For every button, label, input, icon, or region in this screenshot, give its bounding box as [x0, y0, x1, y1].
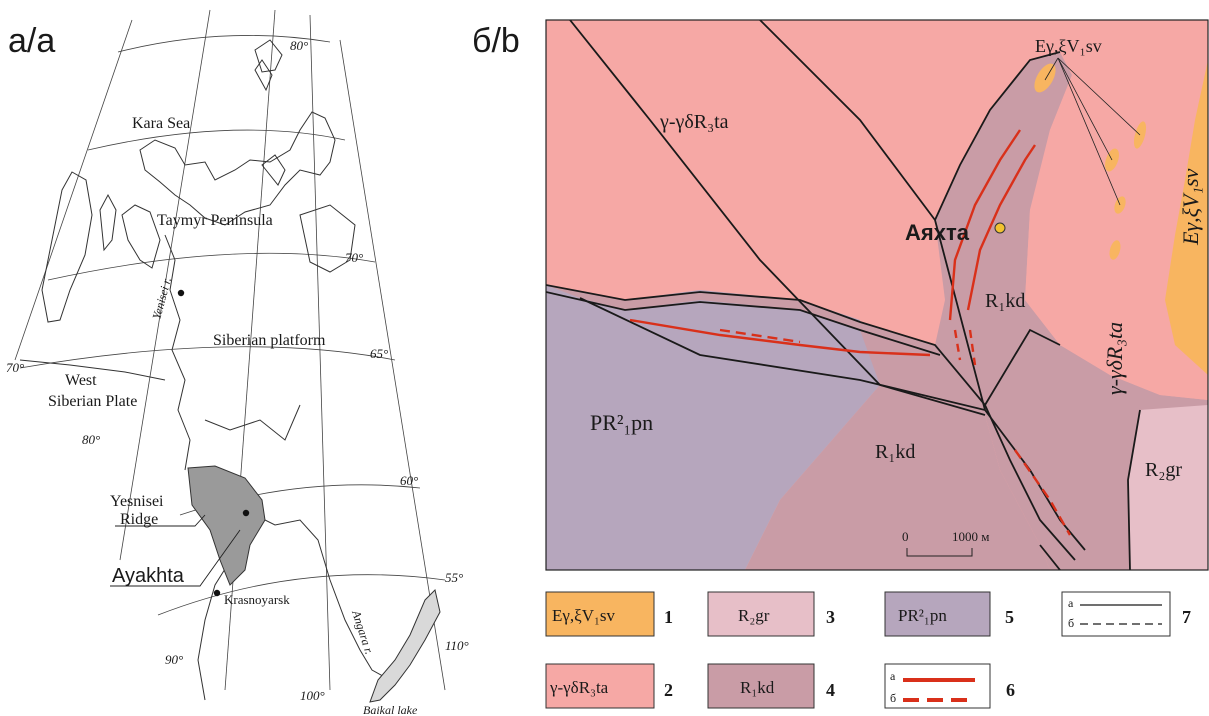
point-marker [177, 289, 185, 297]
west-siberian-label-2: Siberian Plate [48, 393, 137, 410]
legend-7-sub-b: б [1068, 616, 1074, 630]
baikal-lake-shape [369, 589, 441, 703]
unit-sv-area [1165, 60, 1208, 375]
legend-swatch-5 [884, 591, 991, 637]
lat-label-65: 65° [370, 346, 388, 361]
lat-label-60: 60° [400, 473, 418, 488]
legend-label-5: PR²₁pn [898, 606, 947, 625]
taymyr-label: Taymyr Peninsula [157, 212, 273, 229]
panel-a-label: а/a [8, 22, 55, 60]
legend-swatch-4 [707, 663, 815, 709]
label-ta-upper: γ-γδR₃ta [659, 111, 729, 133]
legend-swatch-3 [707, 591, 815, 637]
krasnoyarsk-label: Krasnoyarsk [224, 592, 290, 607]
graticule-labels: 80° 70° 65° 60° 55° 70° 80° 90° 100° 110… [6, 38, 469, 703]
legend-6-sub-a: а [890, 669, 896, 683]
lon-label-80: 80° [82, 432, 100, 447]
panel-b-label: б/b [472, 22, 520, 60]
lon-label-90: 90° [165, 652, 183, 667]
legend-label-3: R₂gr [738, 606, 770, 625]
label-pn: PR²₁pn [590, 410, 653, 435]
legend-number-5: 5 [1005, 607, 1014, 627]
legend-number-1: 1 [664, 607, 673, 627]
lat-label-70: 70° [345, 250, 363, 265]
unit-pn-area [546, 285, 880, 570]
label-sv-right: Eγ,ξV₁sv [1178, 168, 1203, 246]
legend-label-1: Eγ,ξV₁sv [552, 606, 616, 625]
yenisei-river-label: Yenisei r. [149, 276, 174, 321]
legend-number-7: 7 [1182, 607, 1191, 627]
legend-label-4: R₁kd [740, 678, 775, 697]
unit-kd-area [546, 52, 1208, 570]
ayakhta-marker [242, 509, 250, 517]
place-labels: Kara Sea Taymyr Peninsula Siberian platf… [48, 115, 418, 716]
label-gr: R₂gr [1145, 459, 1182, 481]
legend-swatch-2 [545, 663, 655, 709]
label-kd-south: R₁kd [875, 441, 915, 463]
kara-sea-label: Kara Sea [132, 115, 190, 132]
locality-leaders [1044, 57, 1141, 206]
lat-label-55: 55° [445, 570, 463, 585]
baikal-label: Baikal lake [363, 703, 418, 716]
panel-a-map: а/a [6, 9, 469, 716]
krasnoyarsk-marker [213, 589, 221, 597]
map-frame [545, 19, 1209, 571]
legend-number-3: 3 [826, 607, 835, 627]
lon-label-100: 100° [300, 688, 325, 703]
locality-label: Аяхта [905, 220, 970, 245]
leader-lines [110, 514, 241, 587]
west-siberian-label-1: West [65, 372, 97, 389]
legend-swatch-1 [545, 591, 655, 637]
ridge-label-1: Yesnisei [110, 493, 164, 510]
scale-distance: 1000 м [952, 529, 989, 544]
siberian-platform-label: Siberian platform [213, 332, 326, 349]
legend-swatch-7 [1061, 591, 1171, 637]
label-ta-right: γ-γδR₃ta [1102, 322, 1127, 395]
unit-kd-south-area [745, 385, 1050, 570]
label-sv-top: Eγ,ξV₁sv [1035, 36, 1102, 56]
legend-label-2: γ-γδR₃ta [549, 678, 609, 697]
angara-river-label: Angara r. [349, 608, 377, 656]
legend-number-2: 2 [664, 680, 673, 700]
unit-labels: γ-γδR₃ta γ-γδR₃ta R₁kd R₁kd PR²₁pn R₂gr … [590, 36, 1203, 481]
lat-label-80: 80° [290, 38, 308, 53]
quartz-veins [629, 129, 1072, 536]
label-kd-north: R₁kd [985, 290, 1025, 312]
lon-label-70: 70° [6, 360, 24, 375]
lon-label-110: 110° [445, 638, 469, 653]
coastlines [19, 39, 391, 701]
scale-zero: 0 [902, 529, 909, 544]
yenisei-ridge-shape [187, 465, 266, 586]
legend-6-sub-b: б [890, 691, 896, 705]
unit-gr-area [1128, 405, 1208, 570]
ridge-label-2: Ridge [120, 511, 158, 528]
legend-number-6: 6 [1006, 680, 1015, 700]
legend-number-4: 4 [826, 680, 835, 700]
panel-b-map: б/b [472, 19, 1209, 571]
scale-bar: 0 1000 м [902, 529, 989, 557]
ayakhta-label: Ayakhta [112, 565, 185, 587]
legend-7-sub-a: а [1068, 596, 1074, 610]
faults [546, 20, 1141, 570]
legend: Eγ,ξV₁sv 1 γ-γδR₃ta 2 R₂gr 3 R₁kd 4 PR²₁… [545, 591, 1191, 709]
locality-marker [994, 222, 1006, 234]
